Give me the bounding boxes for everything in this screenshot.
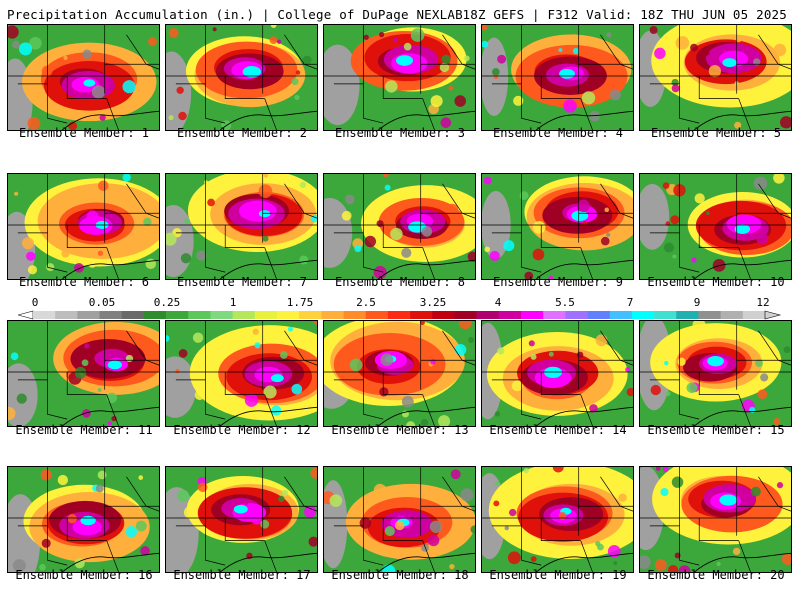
ensemble-member-caption: Ensemble Member: 16 <box>15 568 153 582</box>
ensemble-member-caption: Ensemble Member: 2 <box>176 126 308 140</box>
colorbar-segment <box>143 311 167 319</box>
colorbar <box>0 298 800 320</box>
ensemble-member-caption: Ensemble Member: 13 <box>331 423 469 437</box>
colorbar-tick-label: 0 <box>31 296 39 309</box>
ensemble-member-caption: Ensemble Member: 5 <box>650 126 782 140</box>
colorbar-tick-label: 5.5 <box>555 296 575 309</box>
colorbar-tick-label: 12 <box>756 296 770 309</box>
ensemble-member-map <box>639 320 792 427</box>
colorbar-tick-label: 0.25 <box>153 296 181 309</box>
colorbar-segment <box>631 311 655 319</box>
ensemble-member-map <box>639 466 792 573</box>
colorbar-tick-label: 0.05 <box>88 296 116 309</box>
ensemble-member-map <box>481 320 634 427</box>
colorbar-segment <box>121 311 145 319</box>
ensemble-member-caption: Ensemble Member: 4 <box>492 126 624 140</box>
colorbar-segment <box>498 311 522 319</box>
ensemble-member-caption: Ensemble Member: 6 <box>18 275 150 289</box>
colorbar-segment <box>55 311 78 319</box>
colorbar-scale <box>18 310 782 320</box>
colorbar-segment <box>232 311 256 319</box>
ensemble-member-caption: Ensemble Member: 18 <box>331 568 469 582</box>
ensemble-member-map <box>165 173 318 280</box>
colorbar-segment <box>343 311 367 319</box>
colorbar-tick-label: 1.75 <box>286 296 314 309</box>
colorbar-segment <box>321 311 344 319</box>
colorbar-tick-label: 7 <box>626 296 634 309</box>
ensemble-member-caption: Ensemble Member: 14 <box>489 423 627 437</box>
colorbar-tick-label: 4 <box>494 296 502 309</box>
colorbar-min-arrow <box>18 310 34 320</box>
ensemble-member-map <box>7 24 160 131</box>
colorbar-segment <box>654 311 677 319</box>
map-title: Precipitation Accumulation (in.) | Colle… <box>7 7 463 22</box>
run-valid-time: 18Z GEFS | F312 Valid: 18Z THU JUN 05 20… <box>462 7 787 22</box>
ensemble-member-map <box>323 173 476 280</box>
colorbar-segment <box>299 311 322 319</box>
ensemble-member-map <box>165 24 318 131</box>
ensemble-member-map <box>639 24 792 131</box>
colorbar-segment <box>698 311 721 319</box>
colorbar-segment <box>188 311 211 319</box>
colorbar-segment <box>99 311 123 319</box>
colorbar-segment <box>277 311 300 319</box>
ensemble-member-map <box>7 173 160 280</box>
ensemble-member-caption: Ensemble Member: 3 <box>334 126 466 140</box>
colorbar-segment <box>166 311 189 319</box>
ensemble-member-caption: Ensemble Member: 20 <box>647 568 785 582</box>
ensemble-member-map <box>481 466 634 573</box>
colorbar-segment <box>587 311 611 319</box>
ensemble-member-caption: Ensemble Member: 1 <box>18 126 150 140</box>
colorbar-segment <box>410 311 433 319</box>
ensemble-member-map <box>165 466 318 573</box>
ensemble-member-caption: Ensemble Member: 15 <box>647 423 785 437</box>
colorbar-segment <box>210 311 233 319</box>
colorbar-tick-label: 9 <box>693 296 701 309</box>
colorbar-segment <box>565 311 588 319</box>
colorbar-segment <box>609 311 633 319</box>
ensemble-member-caption: Ensemble Member: 17 <box>173 568 311 582</box>
ensemble-member-map <box>481 24 634 131</box>
colorbar-segment <box>521 311 544 319</box>
colorbar-segment <box>543 311 566 319</box>
ensemble-member-caption: Ensemble Member: 9 <box>492 275 624 289</box>
colorbar-segment <box>720 311 744 319</box>
ensemble-member-caption: Ensemble Member: 8 <box>334 275 466 289</box>
ensemble-member-caption: Ensemble Member: 11 <box>15 423 153 437</box>
ensemble-member-map <box>7 466 160 573</box>
colorbar-segment <box>742 311 766 319</box>
ensemble-member-map <box>323 466 476 573</box>
colorbar-segment <box>77 311 100 319</box>
ensemble-member-map <box>323 320 476 427</box>
colorbar-segment <box>33 311 56 319</box>
colorbar-segment <box>454 311 477 319</box>
colorbar-tick-label: 3.25 <box>419 296 447 309</box>
ensemble-member-map <box>7 320 160 427</box>
colorbar-segment <box>387 311 411 319</box>
colorbar-segment <box>676 311 699 319</box>
colorbar-segment <box>365 311 389 319</box>
ensemble-member-map <box>165 320 318 427</box>
colorbar-segment <box>476 311 500 319</box>
ensemble-member-map <box>323 24 476 131</box>
ensemble-member-caption: Ensemble Member: 12 <box>173 423 311 437</box>
ensemble-member-map <box>639 173 792 280</box>
colorbar-segment <box>254 311 278 319</box>
colorbar-segment <box>432 311 455 319</box>
colorbar-tick-label: 2.5 <box>356 296 376 309</box>
ensemble-member-caption: Ensemble Member: 10 <box>647 275 785 289</box>
ensemble-member-caption: Ensemble Member: 19 <box>489 568 627 582</box>
ensemble-member-caption: Ensemble Member: 7 <box>176 275 308 289</box>
colorbar-max-arrow <box>764 310 782 320</box>
colorbar-tick-label: 1 <box>229 296 237 309</box>
ensemble-member-map <box>481 173 634 280</box>
